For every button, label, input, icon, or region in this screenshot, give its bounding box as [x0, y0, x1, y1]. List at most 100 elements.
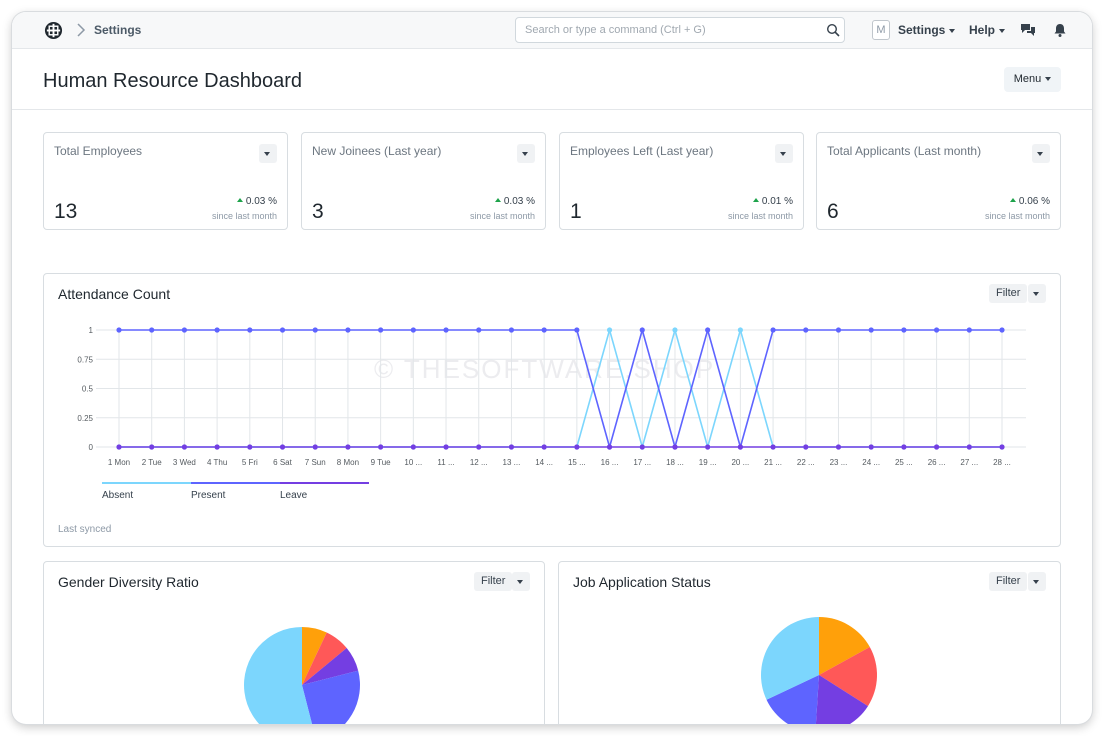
card-trend: 0.03 %: [236, 196, 277, 207]
job-status-pie-chart: [761, 617, 877, 724]
data-point-present: [933, 327, 940, 333]
x-tick-label: 9 Tue: [371, 458, 392, 467]
bell-icon[interactable]: [1052, 22, 1068, 38]
card-label: Total Employees: [54, 144, 143, 158]
data-point-absent: [606, 327, 613, 333]
x-tick-label: 5 Fri: [242, 458, 258, 467]
data-point-present: [999, 327, 1005, 333]
chart-options-button[interactable]: [512, 572, 530, 591]
data-point-present: [116, 327, 122, 333]
data-point-present: [378, 327, 384, 333]
x-tick-label: 6 Sat: [273, 458, 292, 467]
card-trend: 0.03 %: [494, 196, 535, 207]
data-point-present: [835, 327, 842, 333]
x-tick-label: 2 Tue: [142, 458, 163, 467]
x-tick-label: 21 ...: [764, 458, 782, 467]
pie-slice: [244, 627, 313, 724]
avatar[interactable]: M: [872, 20, 890, 40]
card-trend: 0.06 %: [1009, 196, 1050, 207]
data-point-present: [279, 327, 286, 333]
chart-title: Gender Diversity Ratio: [58, 574, 199, 590]
card-menu-button[interactable]: [259, 144, 277, 163]
chevron-down-icon: [999, 28, 1006, 33]
data-point-leave: [476, 444, 482, 450]
menu-button-label: Menu: [1013, 73, 1042, 85]
x-tick-label: 13 ...: [503, 458, 521, 467]
data-point-leave: [737, 444, 743, 450]
app-logo-icon[interactable]: [44, 21, 63, 40]
pie-slice: [815, 675, 868, 724]
page-title: Human Resource Dashboard: [43, 70, 303, 92]
number-card-employees-left: Employees Left (Last year) 1 0.01 % sinc…: [559, 132, 804, 230]
chart-options-button[interactable]: [1028, 284, 1046, 303]
x-tick-label: 8 Mon: [337, 458, 359, 467]
data-point-leave: [901, 444, 907, 450]
x-tick-label: 3 Wed: [173, 458, 196, 467]
x-tick-label: 17 ...: [633, 458, 651, 467]
data-point-present: [966, 327, 972, 333]
x-tick-label: 20 ...: [731, 458, 749, 467]
data-point-present: [574, 327, 580, 333]
chevron-down-icon: [264, 152, 270, 156]
filter-button[interactable]: Filter: [989, 572, 1028, 591]
attendance-line-chart: 1 0.75 0.5 0.25 0 1 Mon 2 Tue 3 Wed 4 Thu 5 Fri 6 …: [77, 326, 1026, 467]
data-point-leave: [705, 444, 711, 450]
x-tick-label: 4 Thu: [207, 458, 227, 467]
data-point-present: [868, 327, 874, 333]
chat-icon[interactable]: [1020, 22, 1036, 38]
card-menu-button[interactable]: [775, 144, 793, 163]
data-point-present: [247, 327, 253, 333]
legend-item-present[interactable]: Present: [191, 482, 280, 501]
breadcrumb-settings[interactable]: Settings: [94, 23, 142, 37]
legend-item-absent[interactable]: Absent: [102, 482, 191, 501]
attendance-chart-panel: Attendance Count Filter © THESOFTWARE.SH…: [43, 273, 1061, 547]
legend-item-leave[interactable]: Leave: [280, 482, 369, 501]
data-point-leave: [803, 444, 809, 450]
chart-options-button[interactable]: [1028, 572, 1046, 591]
data-point-present: [149, 327, 155, 333]
data-point-leave: [312, 444, 318, 450]
y-tick-label: 0: [89, 443, 94, 452]
data-point-present: [345, 327, 351, 333]
pie-slice: [819, 647, 877, 707]
chevron-down-icon: [1037, 152, 1043, 156]
data-point-leave: [116, 444, 122, 450]
data-point-present: [476, 327, 482, 333]
chevron-down-icon: [1033, 292, 1039, 296]
pie-slice: [302, 670, 360, 724]
x-tick-label: 11 ...: [437, 458, 454, 467]
search-input[interactable]: Search or type a command (Ctrl + G): [515, 17, 845, 43]
data-point-leave: [214, 444, 220, 450]
data-point-leave: [835, 444, 842, 450]
card-menu-button[interactable]: [517, 144, 535, 163]
chevron-down-icon: [949, 28, 956, 33]
card-menu-button[interactable]: [1032, 144, 1050, 163]
data-point-leave: [181, 444, 188, 450]
data-point-present: [901, 327, 907, 333]
last-synced: Last synced: [58, 524, 112, 535]
data-point-present: [770, 327, 776, 333]
y-tick-label: 1: [89, 326, 94, 335]
y-tick-label: 0.75: [77, 355, 93, 364]
x-tick-label: 18 ...: [666, 458, 684, 467]
help-dropdown-label: Help: [969, 23, 996, 37]
help-dropdown[interactable]: Help: [969, 23, 1006, 37]
page-header: Human Resource Dashboard Menu: [12, 49, 1092, 110]
data-point-leave: [574, 444, 580, 450]
settings-dropdown[interactable]: Settings: [898, 23, 956, 37]
filter-button[interactable]: Filter: [474, 572, 513, 591]
menu-button[interactable]: Menu: [1004, 67, 1061, 92]
data-point-leave: [639, 444, 645, 450]
pie-slice: [766, 675, 819, 724]
data-point-present: [639, 327, 645, 333]
number-card-new-joinees: New Joinees (Last year) 3 0.03 % since l…: [301, 132, 546, 230]
card-trend-value: 0.03 %: [245, 196, 277, 207]
y-tick-label: 0.25: [77, 414, 93, 423]
data-point-leave: [247, 444, 253, 450]
data-point-leave: [770, 444, 776, 450]
chart-title: Job Application Status: [573, 574, 711, 590]
filter-button[interactable]: Filter: [989, 284, 1028, 303]
card-label: Total Applicants (Last month): [827, 144, 982, 158]
data-point-present: [312, 327, 318, 333]
trend-up-icon: [752, 198, 759, 203]
